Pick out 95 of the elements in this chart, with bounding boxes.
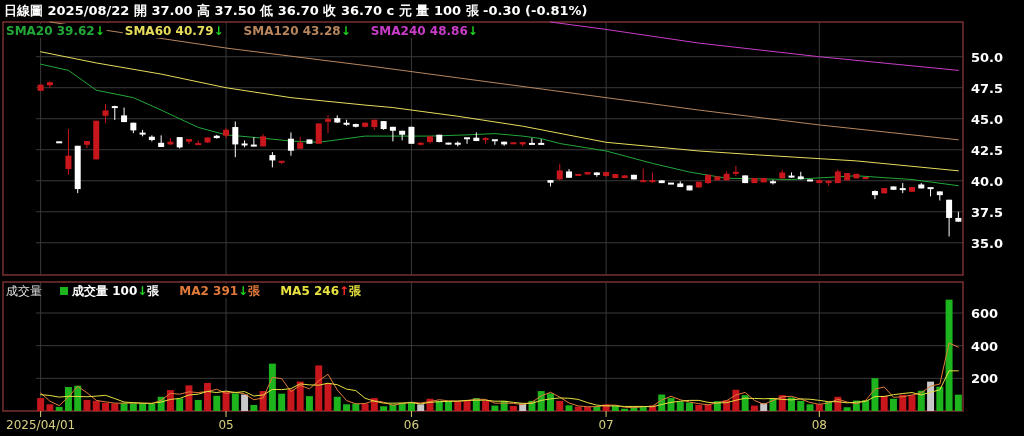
bar [509, 405, 517, 411]
y-tick-label: 400 [971, 338, 999, 354]
bar [241, 394, 249, 411]
bar [686, 402, 694, 411]
x-tick-label: 07 [598, 418, 614, 432]
candlestick [158, 134, 165, 148]
y-tick-label: 50.0 [971, 49, 1004, 65]
candlestick [491, 139, 498, 146]
bar [231, 393, 239, 411]
candlestick [325, 114, 332, 134]
bar [806, 404, 814, 411]
y-tick-label: 600 [971, 306, 999, 322]
bar [954, 394, 962, 411]
bar [417, 404, 425, 411]
bar [871, 378, 879, 411]
candlestick [871, 189, 878, 200]
candlestick [65, 128, 72, 176]
bar [37, 398, 45, 411]
bar [194, 399, 202, 411]
bar [463, 400, 471, 411]
candlestick [528, 137, 535, 145]
candlestick [464, 137, 471, 145]
bar [361, 403, 369, 411]
text: MA2 391↓張 [179, 284, 262, 298]
y-tick-label: 47.5 [971, 80, 1004, 96]
bar [750, 405, 758, 411]
y-tick-label: 200 [971, 371, 999, 387]
bar [380, 406, 388, 411]
y-tick-label: 45.0 [971, 111, 1004, 127]
bar [278, 393, 286, 411]
chart-title: 日線圖 2025/08/22 開 37.00 高 37.50 低 36.70 收 36.70 c 元 量 100 張 -0.30 (-0.81%) [4, 3, 588, 18]
x-tick-label: 2025/04/01 [6, 418, 76, 432]
bar [574, 406, 582, 411]
x-tick-label: 06 [403, 418, 420, 432]
bar [890, 398, 897, 411]
candlestick [732, 165, 739, 177]
bar [213, 395, 221, 411]
bar [491, 405, 499, 411]
text: MA5 246↑張 [280, 284, 363, 298]
bar [305, 396, 313, 411]
bar [92, 400, 100, 411]
candlestick [315, 122, 322, 145]
x-tick-label: 08 [811, 418, 827, 432]
bar [148, 403, 156, 411]
line-series [40, 63, 959, 187]
bar [936, 386, 944, 411]
line-series [40, 370, 959, 408]
y-tick-label: 42.5 [971, 142, 1004, 158]
bar [556, 400, 564, 411]
candlestick [946, 199, 953, 237]
candlestick [46, 81, 53, 89]
bar [55, 406, 63, 411]
bar [584, 406, 592, 411]
candlestick [232, 120, 239, 158]
text: SMA60 40.79↓ [124, 24, 224, 38]
bar [945, 299, 953, 411]
bar [880, 395, 888, 411]
bar [695, 404, 703, 411]
legend-label: 成交量 100↓張 [71, 284, 161, 298]
bar [102, 402, 109, 411]
series-label: SMA120 43.28↓ [243, 24, 351, 38]
candlestick [148, 134, 155, 142]
x-tick-label: 05 [218, 418, 234, 432]
candlestick [287, 131, 294, 157]
bar [676, 401, 684, 411]
bar [268, 363, 276, 411]
candlestick [102, 103, 109, 124]
y-tick-label: 35.0 [971, 235, 1004, 251]
candlestick [121, 107, 128, 123]
bar [343, 404, 351, 411]
chart-title: 成交量 [6, 284, 42, 298]
bar [250, 404, 258, 411]
line-series [549, 21, 959, 71]
bar [482, 400, 490, 411]
line-series [40, 342, 959, 409]
bar [333, 396, 341, 411]
line-series [40, 51, 959, 172]
bar [46, 404, 54, 411]
y-tick-label: 40.0 [971, 173, 1004, 189]
bar [287, 389, 295, 411]
bar [315, 365, 323, 411]
bar [843, 407, 851, 411]
bar [204, 382, 211, 411]
y-tick-label: 37.5 [971, 204, 1004, 220]
bar [111, 403, 119, 411]
bar [899, 394, 907, 411]
bar [565, 405, 573, 411]
bar [741, 395, 749, 411]
candlestick [389, 126, 396, 142]
text: SMA20 39.62↓ [6, 24, 105, 38]
text: SMA240 48.86↓ [370, 24, 478, 38]
bar [797, 400, 805, 411]
bar [704, 404, 712, 411]
bar [176, 398, 184, 411]
bar [445, 400, 452, 411]
